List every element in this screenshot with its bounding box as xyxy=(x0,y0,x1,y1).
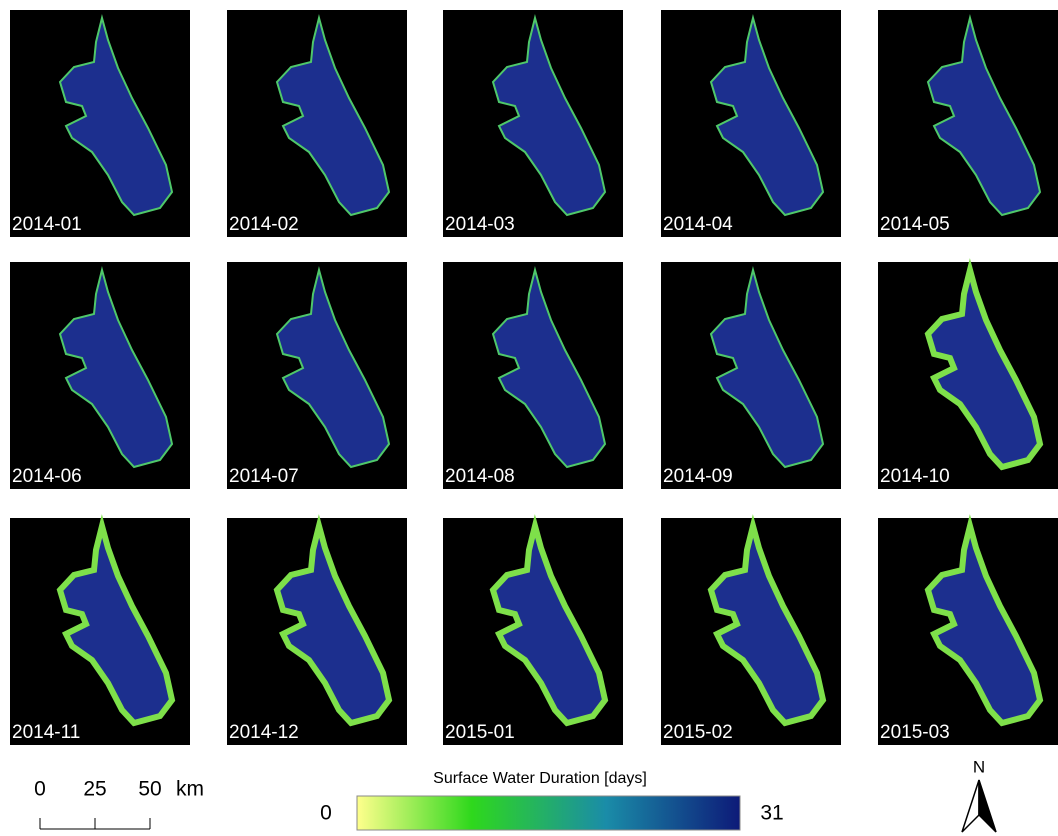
scale-bar-label: 0 xyxy=(34,778,46,801)
lake xyxy=(491,266,607,469)
map-panel: 2015-03 xyxy=(878,514,1058,745)
map-panel: 2014-06 xyxy=(10,262,190,489)
panel-label: 2014-11 xyxy=(12,722,80,743)
panel-label: 2015-03 xyxy=(880,722,950,743)
lake xyxy=(489,514,609,727)
map-panel: 2014-07 xyxy=(227,262,407,489)
panel-label: 2014-07 xyxy=(229,466,299,487)
panel-label: 2014-09 xyxy=(663,466,733,487)
panel-label: 2014-01 xyxy=(12,214,82,235)
map-panels: 2014-01 2014-02 2014-03 2014-04 2014-05 2014-… xyxy=(10,10,1058,745)
lake xyxy=(491,14,607,217)
lake xyxy=(58,14,174,217)
lake xyxy=(926,14,1042,217)
panel-label: 2015-01 xyxy=(445,722,515,743)
lake xyxy=(58,266,174,469)
lake xyxy=(924,514,1044,727)
lake xyxy=(275,266,391,469)
panel-label: 2014-10 xyxy=(880,466,950,487)
map-panel: 2014-02 xyxy=(227,10,407,237)
map-panel: 2014-10 xyxy=(878,258,1058,489)
colorbar-title: Surface Water Duration [days] xyxy=(433,770,647,787)
map-panel: 2014-08 xyxy=(443,262,623,489)
map-panel: 2014-12 xyxy=(227,514,407,745)
panel-label: 2014-04 xyxy=(663,214,733,235)
lake xyxy=(56,514,176,727)
map-panel: 2014-09 xyxy=(661,262,841,489)
map-panel: 2015-01 xyxy=(443,514,623,745)
panel-label: 2014-02 xyxy=(229,214,299,235)
map-panel: 2014-03 xyxy=(443,10,623,237)
map-panel: 2014-11 xyxy=(10,514,190,745)
map-panel: 2014-04 xyxy=(661,10,841,237)
panel-label: 2014-05 xyxy=(880,214,950,235)
colorbar-min: 0 xyxy=(320,802,332,825)
lake xyxy=(924,258,1044,471)
panel-label: 2014-06 xyxy=(12,466,82,487)
scale-bar-label: 50 xyxy=(138,778,161,801)
colorbar-max: 31 xyxy=(760,802,783,825)
colorbar xyxy=(356,795,741,831)
scale-bar-label: 25 xyxy=(83,778,106,801)
lake xyxy=(275,14,391,217)
lake xyxy=(709,266,825,469)
scale-bar-unit: km xyxy=(176,778,204,801)
panel-label: 2014-03 xyxy=(445,214,515,235)
lake xyxy=(707,514,827,727)
panel-label: 2014-12 xyxy=(229,722,299,743)
north-label: N xyxy=(973,757,985,776)
lake xyxy=(709,14,825,217)
north-arrow xyxy=(961,779,997,833)
map-panel: 2015-02 xyxy=(661,514,841,745)
map-panel: 2014-05 xyxy=(878,10,1058,237)
scale-bar: 0 25 50 km xyxy=(34,778,204,830)
panel-label: 2014-08 xyxy=(445,466,515,487)
map-panel: 2014-01 xyxy=(10,10,190,237)
panel-label: 2015-02 xyxy=(663,722,733,743)
lake xyxy=(273,514,393,727)
